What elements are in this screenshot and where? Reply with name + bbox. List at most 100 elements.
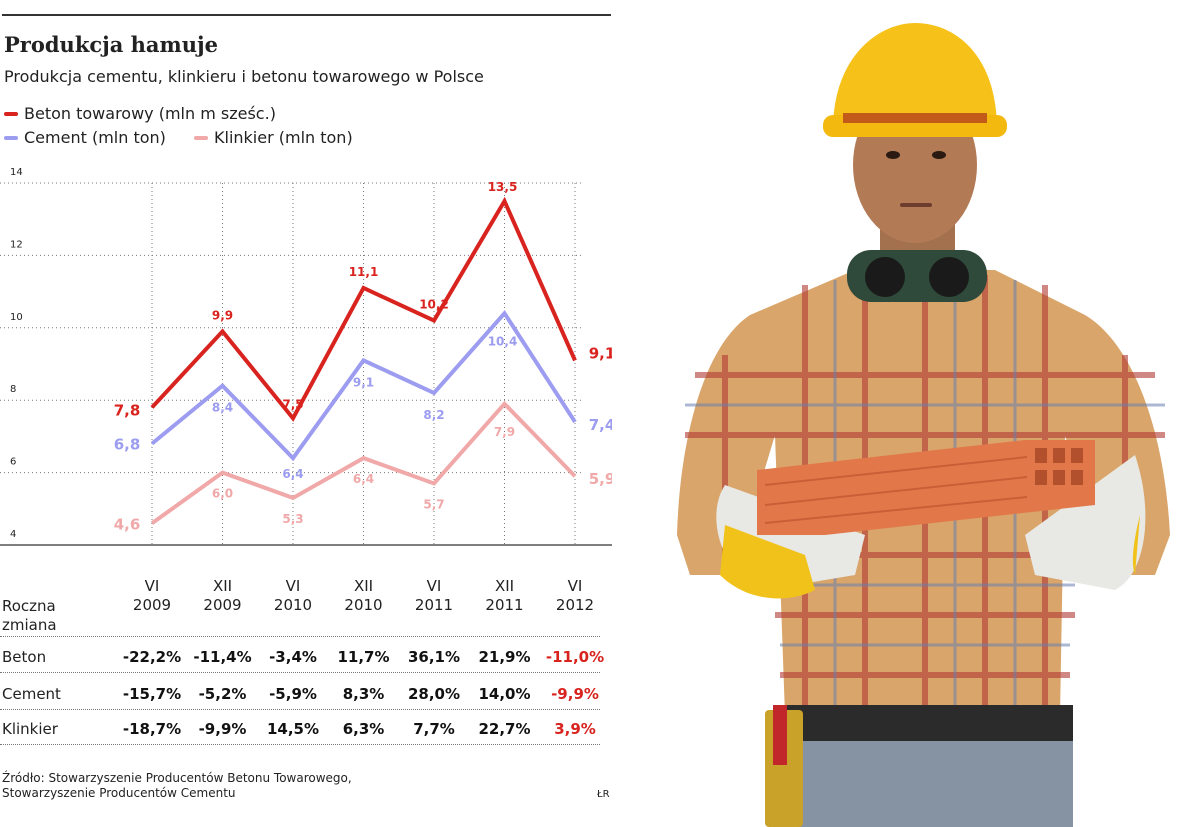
table-row-label: Beton: [2, 648, 47, 666]
table-cell: 7,7%: [413, 720, 455, 738]
table-header-line: Roczna: [2, 597, 56, 615]
legend-swatch: [194, 135, 208, 140]
legend-swatch: [4, 111, 18, 116]
x-tick-label: VI 2009: [117, 577, 187, 615]
author-signature: ŁR: [597, 789, 610, 800]
table-cell: -18,7%: [122, 720, 182, 738]
x-tick-label: VI 2012: [540, 577, 610, 615]
source-line: Źródło: Stowarzyszenie Producentów Beton…: [2, 771, 352, 785]
data-label: 5,9: [589, 470, 612, 488]
series-line-1: [150, 310, 577, 462]
data-label: 9,9: [212, 308, 233, 322]
legend-label: Beton towarowy (mln m sześc.): [24, 104, 276, 123]
source-note: Źródło: Stowarzyszenie Producentów Beton…: [2, 771, 472, 801]
data-label: 5,7: [423, 497, 444, 511]
table-cell: 14,0%: [478, 685, 531, 703]
x-tick-label: XII 2010: [329, 577, 399, 615]
right-glove: [1025, 455, 1146, 590]
data-label: 7,5: [282, 397, 303, 411]
data-label: 8,2: [423, 408, 444, 422]
data-label: 6,4: [353, 472, 374, 486]
legend-item-cement: Cement (mln ton): [4, 128, 166, 147]
table-row-divider: [0, 672, 600, 673]
table-cell: -9,9%: [198, 720, 247, 738]
data-label: 6,8: [114, 436, 141, 454]
y-tick-label: 4: [10, 529, 16, 540]
y-tick-label: 14: [10, 167, 23, 178]
x-tick-line: 2009: [203, 596, 242, 614]
x-tick-line: 2011: [485, 596, 524, 614]
table-cell: 8,3%: [342, 685, 385, 703]
table-row-label: Cement: [2, 685, 61, 703]
line-chart: 4 6 8 10 12 14 7,8 9,9 7,5 11,1 10,2 13,5 9,1 6,8 8,4 6…: [0, 167, 612, 546]
x-tick-line: VI: [285, 577, 301, 595]
series-line-0: [150, 196, 577, 422]
table-row-divider: [0, 744, 600, 745]
x-tick-line: 2010: [344, 596, 383, 614]
table-row-label: Klinkier: [2, 720, 58, 738]
table-cell: 3,9%: [554, 720, 596, 738]
table-cell: -15,7%: [122, 685, 182, 703]
data-label: 5,3: [282, 512, 303, 526]
table-cell: -22,2%: [122, 648, 182, 666]
data-label: 11,1: [349, 265, 379, 279]
legend-swatch: [4, 135, 18, 140]
x-tick-label: VI 2010: [258, 577, 328, 615]
table-cell: -5,2%: [198, 685, 247, 703]
chart-subtitle: Produkcja cementu, klinkieru i betonu to…: [4, 67, 484, 86]
table-cell: -9,9%: [551, 685, 599, 703]
source-line: Stowarzyszenie Producentów Cementu: [2, 786, 236, 800]
data-label: 4,6: [114, 515, 141, 533]
table-cell: 21,9%: [478, 648, 531, 666]
table-cell: -11,4%: [193, 648, 252, 666]
x-tick-line: VI: [426, 577, 442, 595]
data-label: 10,2: [419, 298, 449, 312]
data-label: 8,4: [212, 401, 233, 415]
table-cell: -11,0%: [545, 648, 605, 666]
table-cell: 36,1%: [407, 648, 461, 666]
table-cell: 14,5%: [266, 720, 320, 738]
jeans: [787, 741, 1073, 827]
table-cell: 22,7%: [478, 720, 531, 738]
x-tick-line: XII: [212, 577, 233, 595]
data-label: 7,9: [494, 425, 515, 439]
legend-item-klinkier: Klinkier (mln ton): [194, 128, 353, 147]
y-tick-label: 10: [10, 312, 23, 323]
top-rule: [2, 14, 611, 16]
data-label: 9,1: [589, 344, 612, 362]
table-header-label: Roczna zmiana: [2, 597, 57, 635]
x-tick-line: 2010: [273, 596, 313, 614]
table-row-divider: [0, 709, 600, 710]
x-tick-label: VI 2011: [399, 577, 469, 615]
y-tick-label: 6: [10, 457, 16, 468]
data-label: 13,5: [488, 180, 518, 194]
data-label: 9,1: [353, 375, 374, 389]
worker-photo: [677, 23, 1170, 827]
table-row-divider: [0, 636, 600, 637]
table-cell: -3,4%: [269, 648, 317, 666]
x-tick-line: VI: [567, 577, 583, 595]
table-cell: -5,9%: [269, 685, 317, 703]
x-tick-label: XII 2009: [188, 577, 258, 615]
x-tick-line: XII: [353, 577, 374, 595]
x-tick-label: XII 2011: [470, 577, 540, 615]
data-label: 6,4: [282, 467, 303, 481]
data-label: 10,4: [488, 334, 518, 348]
legend-label: Klinkier (mln ton): [214, 128, 353, 147]
x-tick-line: XII: [494, 577, 515, 595]
y-tick-label: 8: [10, 384, 16, 395]
y-tick-label: 12: [10, 239, 23, 250]
table-cell: 28,0%: [407, 685, 461, 703]
legend-label: Cement (mln ton): [24, 128, 166, 147]
table-header-line: zmiana: [2, 616, 57, 634]
data-label: 7,4: [589, 416, 612, 434]
hard-hat: [833, 23, 997, 130]
data-label: 7,8: [114, 401, 141, 419]
chart-title: Produkcja hamuje: [4, 32, 218, 57]
tool-belt: [783, 705, 1073, 741]
x-tick-line: 2011: [414, 596, 454, 614]
table-cell: 11,7%: [337, 648, 390, 666]
x-tick-line: VI: [144, 577, 160, 595]
x-tick-line: 2012: [555, 596, 595, 614]
table-cell: 6,3%: [342, 720, 385, 738]
